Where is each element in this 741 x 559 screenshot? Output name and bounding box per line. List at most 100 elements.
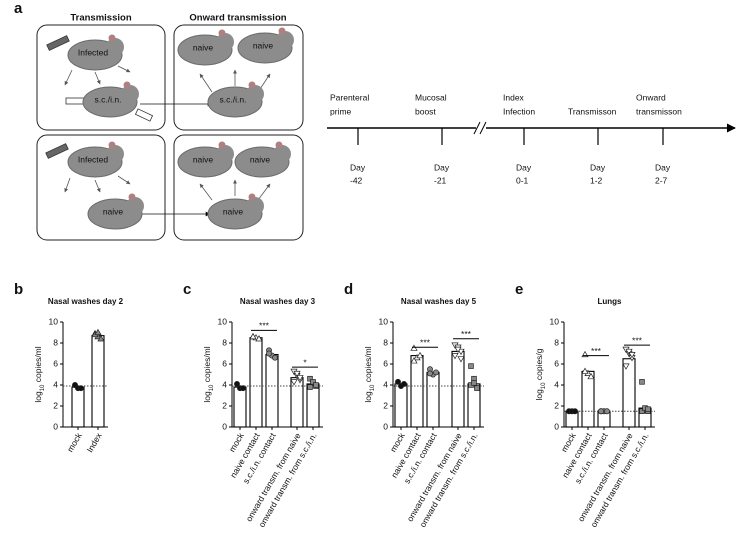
hamster-ear: [108, 34, 116, 42]
point: [457, 348, 465, 356]
y-tick-label: 8: [53, 337, 58, 347]
y-tick-label: 2: [554, 400, 559, 410]
y-axis-label-part: 10: [370, 384, 376, 391]
hamster-head: [106, 145, 124, 163]
hamster-head: [216, 145, 234, 163]
point: [78, 385, 84, 392]
point: [94, 328, 102, 336]
panel-label: c: [183, 281, 191, 298]
bar: [265, 353, 279, 428]
hamster-head: [216, 33, 234, 51]
event-label: Index: [503, 92, 525, 102]
bar: [410, 355, 424, 428]
point: [234, 381, 240, 387]
point: [410, 344, 418, 351]
boxes: [36, 24, 304, 241]
point: [240, 385, 246, 392]
event-label: Onward: [636, 92, 666, 102]
header: Onward transmission: [189, 13, 286, 24]
point: [272, 354, 278, 361]
bar: [71, 386, 85, 428]
y-axis-label: log10 copies/ml: [202, 346, 214, 402]
panel-label: e: [515, 281, 523, 298]
day-label: Day: [350, 162, 366, 172]
event-label: Mucosal: [415, 92, 447, 102]
bar: [306, 383, 320, 428]
point: [290, 379, 298, 386]
point: [307, 375, 313, 382]
chart-title: Nasal washes day 2: [48, 297, 124, 306]
hamster-label: naive: [253, 40, 274, 50]
point: [296, 375, 304, 382]
panel-label: b: [14, 281, 23, 298]
point: [645, 406, 651, 412]
bar: [581, 370, 595, 428]
point: [622, 363, 630, 370]
y-axis-label: log10 copies/g: [534, 348, 546, 400]
point: [410, 357, 418, 364]
syringes: [45, 35, 154, 159]
y-tick-label: 6: [222, 358, 227, 368]
hamster: naive: [207, 193, 264, 230]
y-tick-label: 0: [383, 421, 388, 431]
y-axis-label-part: log: [33, 391, 43, 403]
y-axis-label-part: log: [363, 391, 373, 403]
day-label: 1-2: [590, 175, 603, 185]
point: [266, 350, 272, 357]
chart-title: Nasal washes day 5: [401, 297, 477, 306]
hamster-label: Infected: [78, 47, 109, 57]
y-tick-label: 6: [554, 358, 559, 368]
y-axis-label-part: copies/ml: [33, 346, 43, 384]
bar: [622, 358, 636, 428]
day-label: Day: [434, 162, 450, 172]
point: [395, 378, 401, 385]
timeline: [327, 118, 736, 138]
y-tick-label: 2: [53, 400, 58, 410]
hamster-ear: [218, 141, 226, 149]
bar: [290, 377, 304, 428]
point: [471, 380, 477, 386]
hamster: naive: [237, 27, 294, 64]
y-axis-label-part: 10: [40, 384, 46, 391]
panel-label: d: [344, 281, 353, 298]
y-tick-label: 8: [222, 337, 227, 347]
hamster-label: naive: [103, 206, 124, 216]
y-tick-label: 10: [550, 316, 560, 326]
bar: [233, 386, 247, 428]
hamster-label: s.c./i.n.: [220, 94, 247, 104]
day-label: Day: [590, 162, 606, 172]
y-tick-label: 8: [383, 337, 388, 347]
event-label: Transmisson: [568, 106, 617, 116]
significance-label: ***: [420, 337, 431, 347]
x-tick-label: mock: [65, 430, 84, 453]
day-label: 2-7: [655, 175, 668, 185]
y-tick-label: 4: [222, 379, 227, 389]
point: [628, 352, 636, 359]
day-label: 0-1: [516, 175, 529, 185]
point: [625, 348, 633, 356]
y-axis-label-part: copies/g: [534, 348, 544, 382]
point: [255, 335, 263, 342]
point: [454, 346, 462, 354]
hamster-ear: [248, 193, 256, 201]
header: Transmission: [70, 13, 131, 24]
day-label: -42: [350, 175, 363, 185]
bar: [426, 371, 440, 428]
bar: [394, 383, 408, 428]
significance-label: ***: [259, 321, 270, 331]
day-label: Day: [516, 162, 532, 172]
y-tick-label: 6: [383, 358, 388, 368]
hamster-head: [106, 38, 124, 56]
y-tick-label: 10: [218, 316, 228, 326]
y-tick-label: 6: [53, 358, 58, 368]
y-axis-label-part: copies/ml: [202, 346, 212, 384]
chart-title: Lungs: [598, 297, 623, 306]
event-label: Parenteral: [330, 92, 369, 102]
hamster-ear: [108, 141, 116, 149]
chart-title: Nasal washes day 3: [240, 297, 316, 306]
hamster-label: s.c./i.n.: [95, 94, 122, 104]
panel-label: a: [14, 0, 23, 17]
hamster: naive: [87, 193, 144, 230]
x-tick-label: Index: [85, 430, 104, 454]
